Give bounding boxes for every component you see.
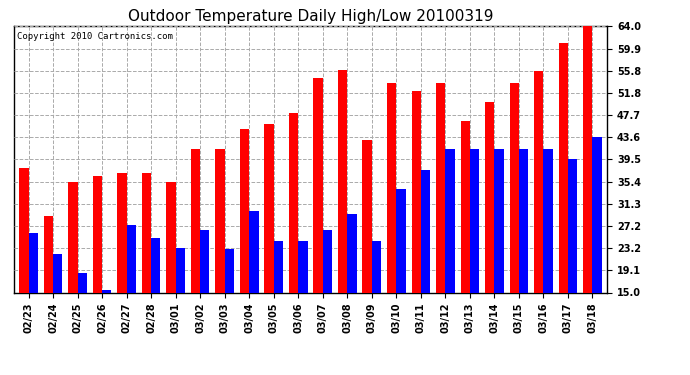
Bar xyxy=(372,241,381,292)
Bar xyxy=(583,26,593,292)
Bar xyxy=(411,92,421,292)
Bar xyxy=(338,70,347,292)
Bar xyxy=(215,148,225,292)
Bar xyxy=(519,148,529,292)
Bar xyxy=(28,233,38,292)
Bar xyxy=(495,148,504,292)
Bar xyxy=(77,273,87,292)
Bar xyxy=(289,113,298,292)
Bar xyxy=(396,189,406,292)
Bar xyxy=(274,241,283,292)
Bar xyxy=(151,238,161,292)
Bar xyxy=(142,173,151,292)
Bar xyxy=(362,140,372,292)
Bar xyxy=(559,42,568,292)
Bar xyxy=(53,255,62,292)
Bar xyxy=(298,241,308,292)
Bar xyxy=(470,148,479,292)
Bar xyxy=(534,71,544,292)
Bar xyxy=(166,182,176,292)
Bar xyxy=(347,214,357,292)
Bar xyxy=(176,248,185,292)
Bar xyxy=(445,148,455,292)
Bar xyxy=(92,176,102,292)
Bar xyxy=(460,122,470,292)
Bar xyxy=(126,225,136,292)
Bar xyxy=(200,230,210,292)
Bar xyxy=(191,148,200,292)
Bar xyxy=(313,78,323,292)
Bar xyxy=(593,137,602,292)
Bar xyxy=(387,83,396,292)
Text: Copyright 2010 Cartronics.com: Copyright 2010 Cartronics.com xyxy=(17,32,172,40)
Bar xyxy=(240,129,249,292)
Bar xyxy=(264,124,274,292)
Bar xyxy=(102,290,111,292)
Bar xyxy=(43,216,53,292)
Bar xyxy=(421,170,430,292)
Bar xyxy=(225,249,234,292)
Bar xyxy=(510,83,519,292)
Bar xyxy=(19,168,28,292)
Bar xyxy=(117,173,126,292)
Bar xyxy=(544,148,553,292)
Title: Outdoor Temperature Daily High/Low 20100319: Outdoor Temperature Daily High/Low 20100… xyxy=(128,9,493,24)
Bar xyxy=(568,159,578,292)
Bar xyxy=(485,102,495,292)
Bar xyxy=(249,211,259,292)
Bar xyxy=(436,83,445,292)
Bar xyxy=(323,230,332,292)
Bar xyxy=(68,182,77,292)
